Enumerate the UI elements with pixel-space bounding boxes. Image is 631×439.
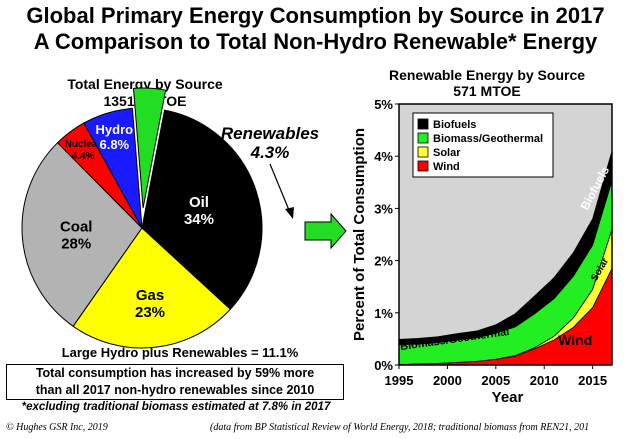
y-axis-label: Percent of Total Consumption	[351, 128, 368, 341]
callout-line	[269, 163, 292, 216]
legend-label-solar: Solar	[433, 147, 461, 159]
legend-box	[412, 112, 554, 178]
x-tick-label: 2010	[530, 373, 559, 388]
renewables-callout-label: Renewables	[220, 124, 320, 143]
pie-pct-oil: 34%	[184, 211, 214, 228]
y-tick-label: 1%	[374, 306, 393, 321]
area-label-wind: Wind	[558, 332, 592, 348]
plot-frame	[398, 103, 613, 366]
y-tick-label: 0%	[374, 358, 393, 373]
pie-label-hydro: Hydro	[96, 122, 134, 137]
legend-label-wind: Wind	[433, 161, 460, 173]
pie-title-text: Total Energy by Source	[67, 76, 223, 92]
pie-pct-coal: 28%	[61, 236, 91, 253]
callout-arrowhead	[285, 207, 294, 219]
pie-slice-hydro	[83, 107, 143, 229]
note-line2: than all 2017 non-hydro renewables since…	[35, 383, 315, 397]
legend-swatch-wind	[417, 160, 429, 172]
y-tick-label: 3%	[374, 201, 393, 216]
x-tick-label: 2005	[481, 373, 510, 388]
legend: Biofuels Biomass/Geothermal Solar Wind	[412, 112, 554, 178]
y-tick-label: 5%	[374, 97, 393, 112]
area-subtitle: 571 MTOE	[453, 83, 521, 99]
pie-slice-coal	[21, 141, 143, 327]
pie-slice-gas	[72, 227, 232, 349]
renewables-callout: Renewables 4.3%	[220, 124, 320, 162]
x-tick-label: 2000	[433, 373, 462, 388]
copyright: © Hughes GSR Inc, 2019	[6, 422, 108, 433]
legend-swatch-solar	[417, 146, 429, 158]
pie-pct-hydro: 6.8%	[99, 137, 129, 152]
pie-slice-oil	[141, 109, 263, 310]
pie-label-coal: Coal	[60, 219, 93, 236]
y-tick-label: 4%	[374, 149, 393, 164]
y-tick-label: 2%	[374, 254, 393, 269]
area-title-text: Renewable Energy by Source	[388, 67, 586, 83]
chart-title-line1: Global Primary Energy Consumption by Sou…	[26, 3, 605, 28]
pie-slice-renewables	[132, 87, 167, 209]
consumption-note-box: Total consumption has increased by 59% m…	[6, 364, 344, 400]
pie-label-gas: Gas	[136, 287, 164, 304]
area-chart-title: Renewable Energy by Source 571 MTOE	[372, 67, 602, 99]
legend-label-biomass: Biomass/Geothermal	[433, 133, 543, 145]
legend-swatch-biomass	[417, 132, 429, 144]
large-hydro-note: Large Hydro plus Renewables = 11.1%	[61, 345, 299, 360]
x-axis-label: Year	[492, 389, 524, 406]
pie-pct-gas: 23%	[135, 304, 165, 321]
data-source: (data from BP Statistical Review of Worl…	[210, 422, 590, 433]
connector-arrow	[304, 212, 347, 250]
chart-title-line2: A Comparison to Total Non-Hydro Renewabl…	[33, 29, 598, 54]
x-tick-label: 2015	[578, 373, 607, 388]
pie-pct-nuclear: 4.4%	[72, 151, 95, 162]
legend-label-biofuels: Biofuels	[433, 119, 476, 131]
note-line1: Total consumption has increased by 59% m…	[35, 366, 315, 380]
legend-swatch-biofuels	[417, 118, 429, 130]
footnote: *excluding traditional biomass estimated…	[21, 401, 331, 413]
renewables-callout-pct: 4.3%	[250, 143, 290, 162]
x-tick-label: 1995	[385, 373, 414, 388]
pie-label-oil: Oil	[189, 194, 209, 211]
pie-label-nuclear: Nuclear	[65, 139, 102, 150]
